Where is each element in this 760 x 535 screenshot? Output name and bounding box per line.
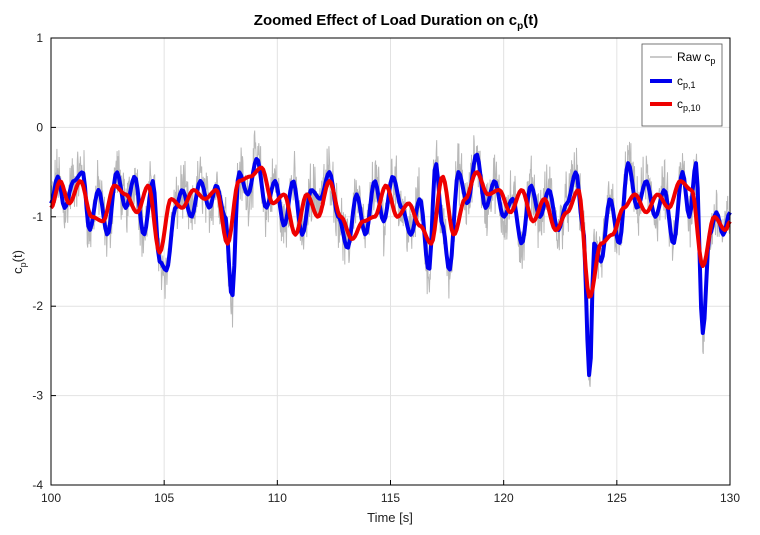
x-tick-label: 110 — [268, 491, 287, 505]
legend-label-raw: Raw cp — [677, 50, 715, 66]
y-tick-label: -1 — [32, 210, 43, 224]
x-tick-label: 120 — [494, 491, 514, 505]
y-tick-label: -3 — [32, 389, 43, 403]
legend-label-cp1: cp,1 — [677, 74, 696, 90]
series-layer — [49, 130, 732, 387]
plot-area: 100 105 110 115 120 125 130 -4 -3 -2 -1 0 1 — [32, 31, 740, 505]
series-cp10-line — [49, 165, 732, 299]
x-axis-label: Time [s] — [367, 510, 413, 525]
legend: Raw cp cp,1 cp,10 — [641, 43, 723, 127]
y-tick-label: -2 — [32, 299, 43, 313]
y-tick-label: 1 — [36, 31, 43, 45]
y-tick-label: 0 — [36, 120, 43, 134]
legend-label-cp10: cp,10 — [677, 97, 701, 113]
chart-title: Zoomed Effect of Load Duration on cp(t) — [254, 12, 538, 32]
x-tick-label: 125 — [607, 491, 627, 505]
x-tick-label: 105 — [154, 491, 174, 505]
y-axis-label: cp(t) — [10, 250, 28, 274]
axis-ticks: 100 105 110 115 120 125 130 -4 -3 -2 -1 0 1 — [32, 31, 740, 505]
y-tick-label: -4 — [32, 478, 43, 492]
x-tick-label: 130 — [720, 491, 740, 505]
x-tick-label: 100 — [41, 491, 61, 505]
x-tick-label: 115 — [381, 491, 400, 505]
series-cp1-line — [49, 152, 732, 378]
